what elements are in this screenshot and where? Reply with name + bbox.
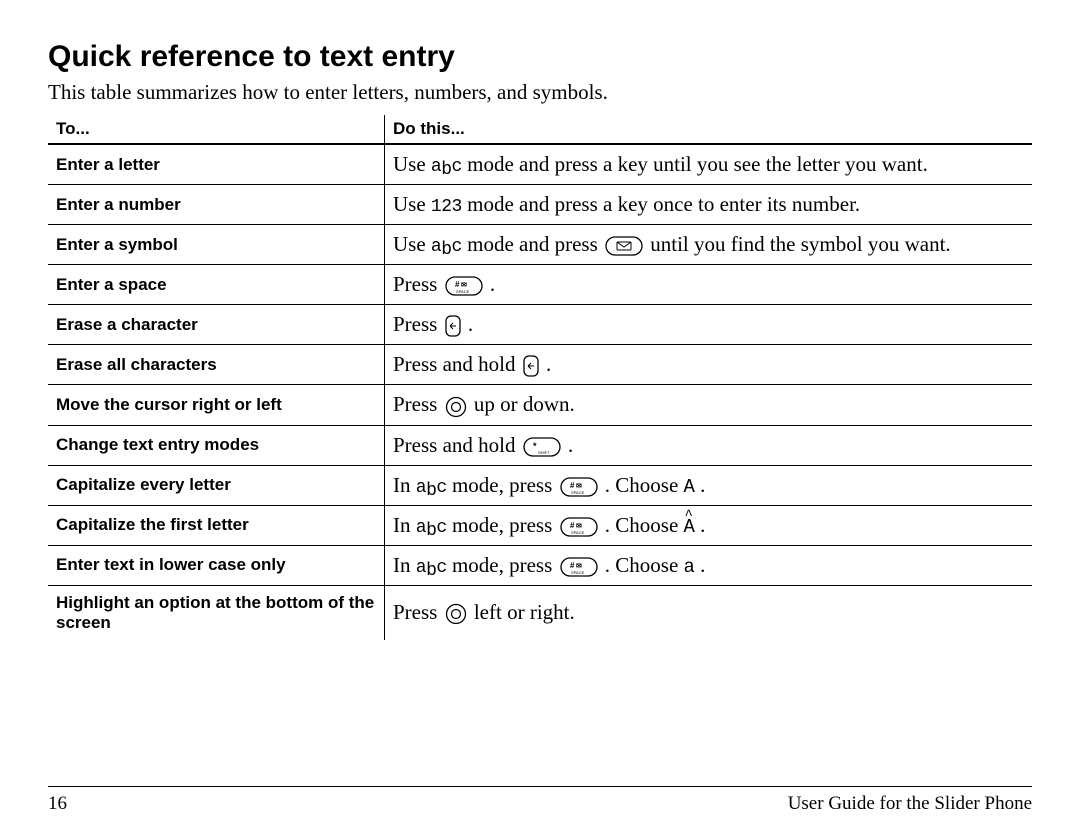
space-key-icon: #✉SPACE	[445, 276, 483, 296]
row-do: Press up or down.	[385, 385, 1033, 425]
row-to: Highlight an option at the bottom of the…	[48, 585, 385, 640]
table-row: Move the cursor right or leftPress up or…	[48, 385, 1032, 425]
table-body: Enter a letterUse abc mode and press a k…	[48, 144, 1032, 640]
page-footer: 16 User Guide for the Slider Phone	[48, 786, 1032, 815]
row-to: Erase a character	[48, 305, 385, 345]
svg-text:✉: ✉	[576, 523, 582, 530]
row-do: Press .	[385, 305, 1033, 345]
choose-caps-icon: A	[684, 473, 695, 497]
row-do: Press and hold *SHIFT .	[385, 425, 1033, 465]
row-to: Enter a symbol	[48, 225, 385, 265]
svg-text:SPACE: SPACE	[571, 490, 585, 495]
row-to: Erase all characters	[48, 345, 385, 385]
choose-lower-icon: a	[684, 553, 695, 577]
svg-text:*: *	[533, 441, 537, 451]
row-to: Change text entry modes	[48, 425, 385, 465]
row-do: In abc mode, press #✉SPACE . Choose ^A .	[385, 505, 1033, 545]
reference-table: To... Do this... Enter a letterUse abc m…	[48, 115, 1032, 640]
row-do: In abc mode, press #✉SPACE . Choose a .	[385, 545, 1033, 585]
svg-text:✉: ✉	[576, 563, 582, 570]
svg-text:SPACE: SPACE	[456, 289, 470, 294]
back-key-icon	[523, 355, 539, 377]
table-row: Enter text in lower case onlyIn abc mode…	[48, 545, 1032, 585]
row-do: Press left or right.	[385, 585, 1033, 640]
row-to: Enter a space	[48, 265, 385, 305]
row-to: Enter text in lower case only	[48, 545, 385, 585]
nav-key-icon	[445, 396, 467, 418]
space-key-icon: #✉SPACE	[560, 477, 598, 497]
col-header-to: To...	[48, 115, 385, 144]
manual-page: Quick reference to text entry This table…	[0, 0, 1080, 839]
svg-text:SPACE: SPACE	[571, 530, 585, 535]
svg-text:#: #	[570, 561, 575, 570]
svg-text:✉: ✉	[461, 282, 467, 289]
space-key-icon: #✉SPACE	[560, 517, 598, 537]
table-row: Enter a spacePress #✉SPACE .	[48, 265, 1032, 305]
mode-abc-icon: abc	[416, 513, 447, 537]
mode-abc-icon: abc	[416, 553, 447, 577]
mode-abc-icon: abc	[431, 232, 462, 256]
table-row: Enter a symbolUse abc mode and press unt…	[48, 225, 1032, 265]
shift-key-icon: *SHIFT	[523, 437, 561, 457]
space-key-icon: #✉SPACE	[560, 557, 598, 577]
intro-text: This table summarizes how to enter lette…	[48, 80, 1032, 105]
svg-text:SPACE: SPACE	[571, 570, 585, 575]
mode-abc-icon: abc	[431, 152, 462, 176]
row-do: Press #✉SPACE .	[385, 265, 1033, 305]
table-row: Enter a letterUse abc mode and press a k…	[48, 144, 1032, 185]
svg-text:✉: ✉	[576, 483, 582, 490]
mode-123-icon: 123	[431, 192, 462, 216]
svg-text:#: #	[570, 521, 575, 530]
table-row: Erase all charactersPress and hold .	[48, 345, 1032, 385]
row-to: Move the cursor right or left	[48, 385, 385, 425]
row-do: In abc mode, press #✉SPACE . Choose A .	[385, 465, 1033, 505]
table-row: Enter a numberUse 123 mode and press a k…	[48, 185, 1032, 225]
footer-right: User Guide for the Slider Phone	[788, 793, 1032, 815]
svg-text:#: #	[570, 481, 575, 490]
col-header-do: Do this...	[385, 115, 1033, 144]
table-row: Capitalize the first letterIn abc mode, …	[48, 505, 1032, 545]
choose-initial-cap-icon: ^A	[684, 513, 695, 537]
page-number: 16	[48, 793, 67, 815]
row-to: Enter a number	[48, 185, 385, 225]
svg-text:SHIFT: SHIFT	[538, 450, 550, 455]
nav-key-icon	[445, 603, 467, 625]
row-do: Use abc mode and press until you find th…	[385, 225, 1033, 265]
row-to: Capitalize every letter	[48, 465, 385, 505]
page-title: Quick reference to text entry	[48, 40, 1032, 74]
row-to: Capitalize the first letter	[48, 505, 385, 545]
row-to: Enter a letter	[48, 144, 385, 185]
row-do: Use abc mode and press a key until you s…	[385, 144, 1033, 185]
table-row: Erase a characterPress .	[48, 305, 1032, 345]
table-row: Change text entry modesPress and hold *S…	[48, 425, 1032, 465]
mode-abc-icon: abc	[416, 473, 447, 497]
row-do: Use 123 mode and press a key once to ent…	[385, 185, 1033, 225]
table-row: Highlight an option at the bottom of the…	[48, 585, 1032, 640]
table-header-row: To... Do this...	[48, 115, 1032, 144]
envelope-key-icon	[605, 236, 643, 256]
back-key-icon	[445, 315, 461, 337]
svg-text:#: #	[455, 280, 460, 289]
row-do: Press and hold .	[385, 345, 1033, 385]
table-row: Capitalize every letterIn abc mode, pres…	[48, 465, 1032, 505]
